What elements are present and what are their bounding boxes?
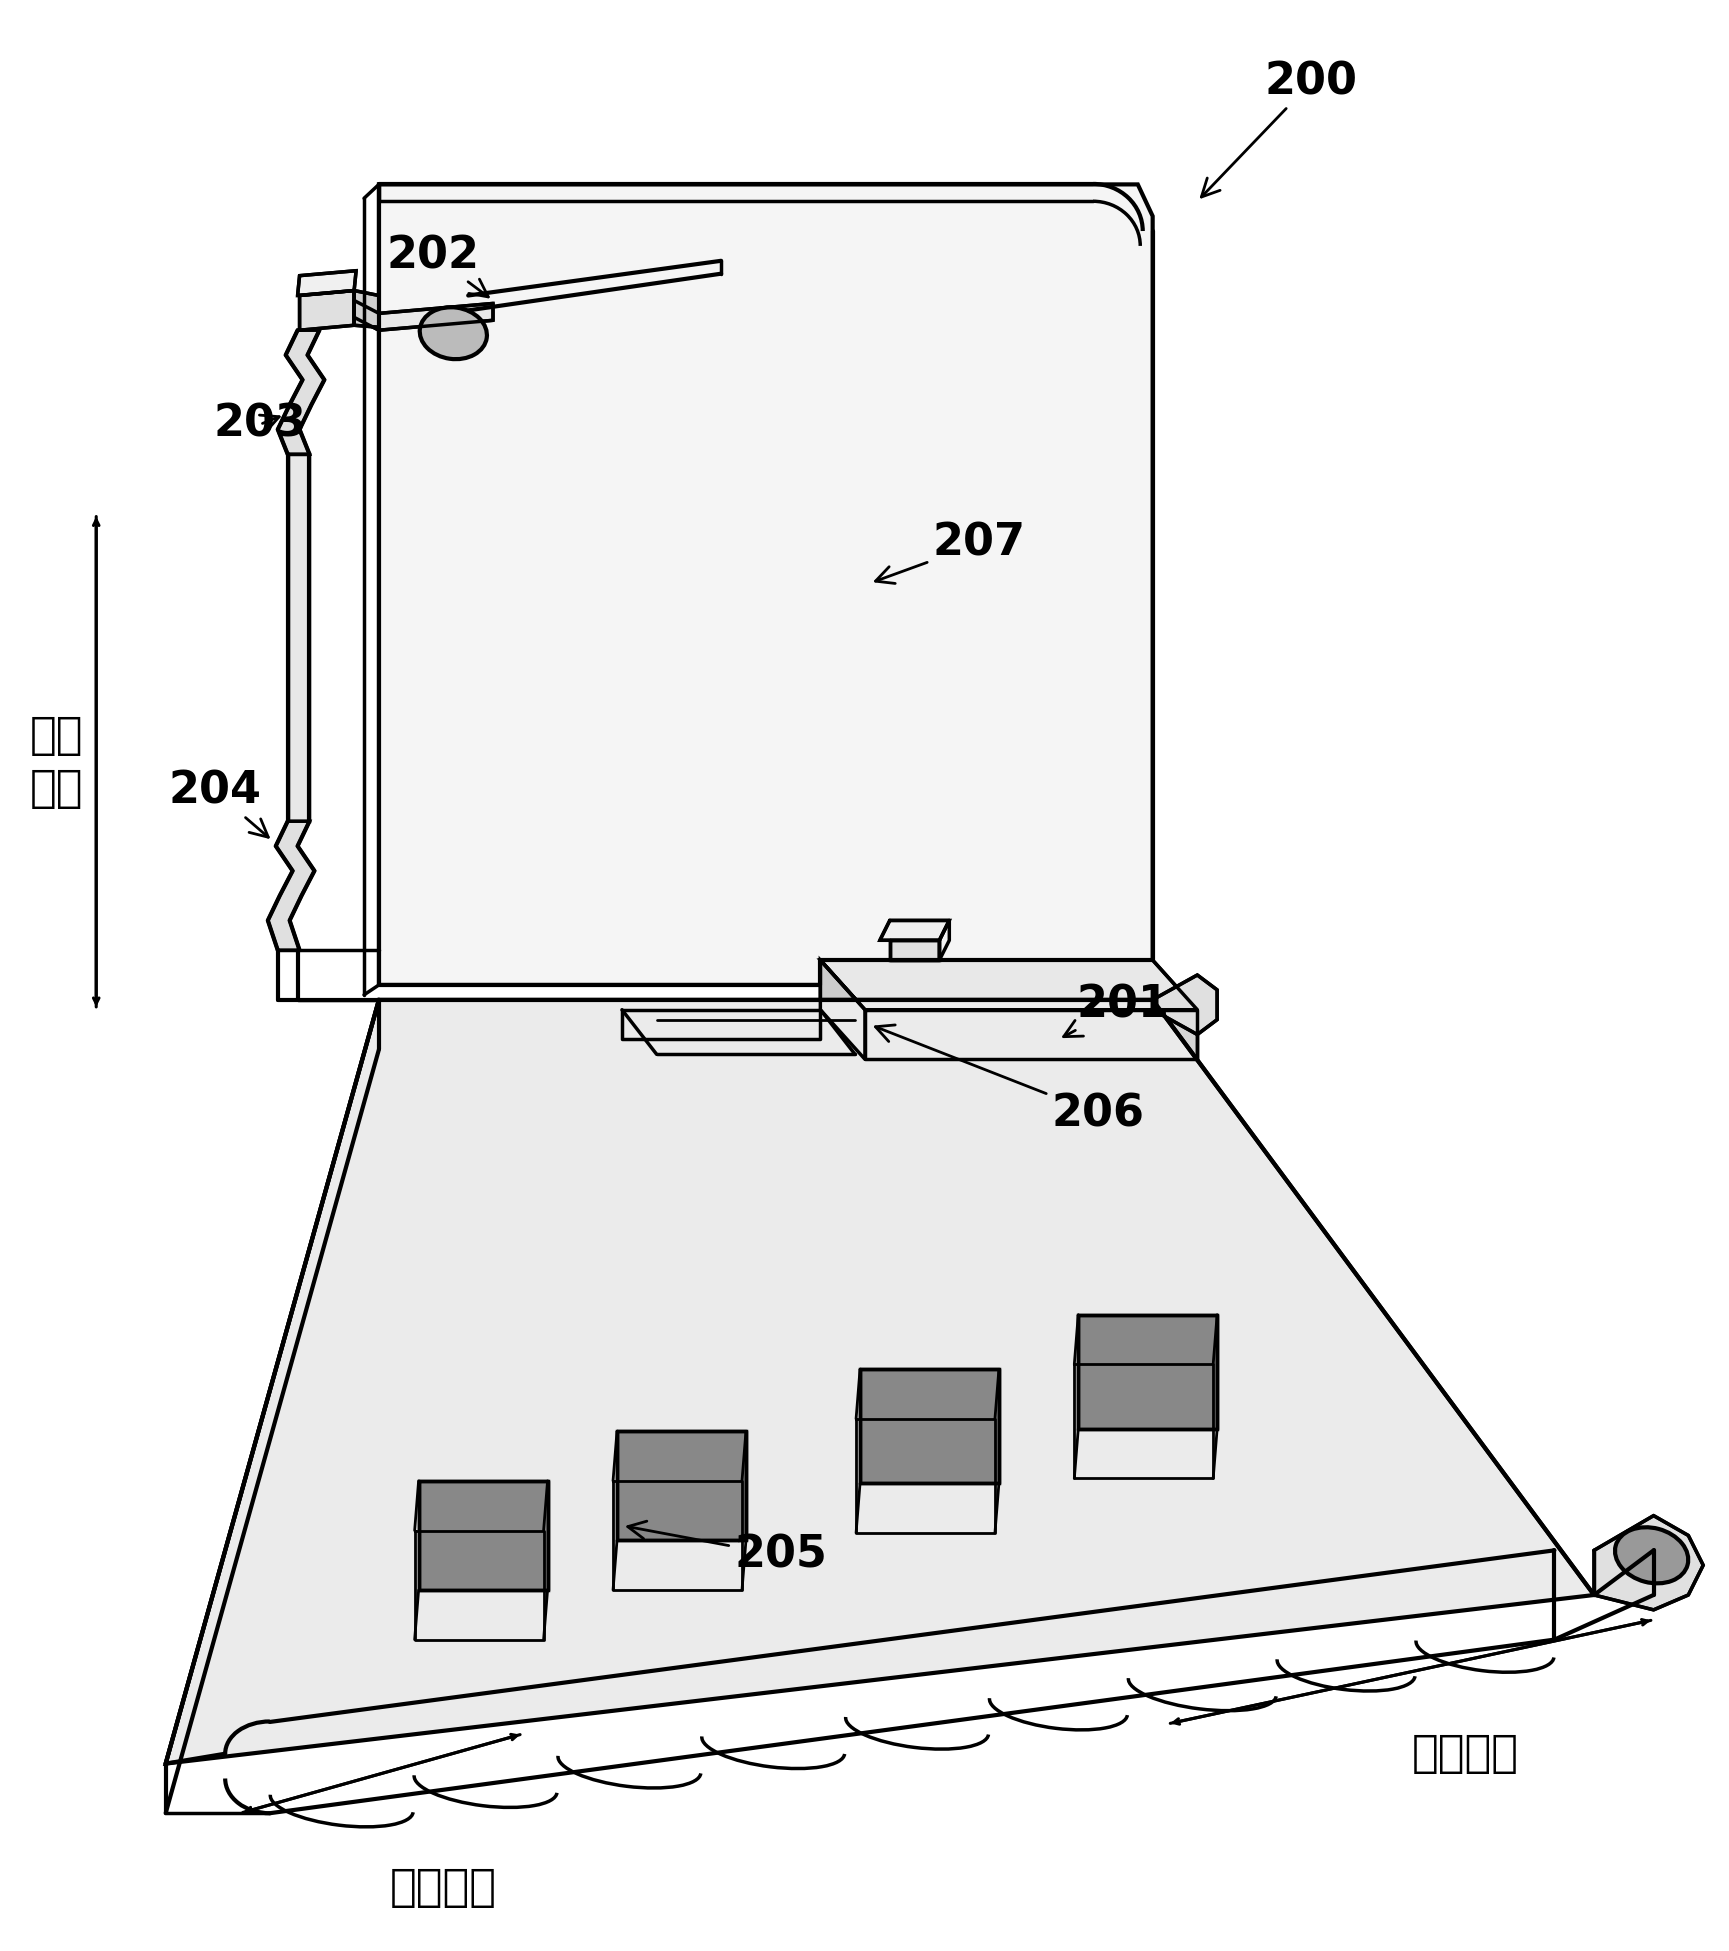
- Text: 206: 206: [875, 1024, 1145, 1135]
- Polygon shape: [354, 300, 379, 330]
- Polygon shape: [1153, 976, 1217, 1034]
- Polygon shape: [278, 330, 325, 455]
- Text: 203: 203: [213, 404, 306, 447]
- Text: 宽度
方向: 宽度 方向: [29, 714, 83, 810]
- Polygon shape: [418, 1481, 548, 1590]
- Polygon shape: [166, 999, 1594, 1764]
- Polygon shape: [1079, 1315, 1217, 1428]
- Polygon shape: [1594, 1516, 1703, 1610]
- Text: 205: 205: [628, 1522, 826, 1576]
- Text: 201: 201: [1063, 983, 1169, 1036]
- Polygon shape: [890, 940, 939, 960]
- Polygon shape: [268, 821, 315, 950]
- Polygon shape: [864, 1011, 1196, 1059]
- Polygon shape: [297, 271, 356, 295]
- Text: 200: 200: [1202, 60, 1357, 197]
- Polygon shape: [820, 960, 864, 1059]
- Polygon shape: [820, 960, 1196, 1011]
- Polygon shape: [354, 291, 379, 328]
- Ellipse shape: [420, 306, 488, 359]
- Polygon shape: [622, 1011, 820, 1040]
- Text: 207: 207: [875, 523, 1025, 583]
- Text: 进深方向: 进深方向: [391, 1865, 496, 1910]
- Polygon shape: [859, 1370, 999, 1483]
- Polygon shape: [617, 1432, 745, 1541]
- Polygon shape: [880, 921, 949, 940]
- Polygon shape: [287, 455, 309, 821]
- Text: 搬运方向: 搬运方向: [1411, 1732, 1518, 1775]
- Text: 204: 204: [169, 771, 268, 837]
- Ellipse shape: [1615, 1528, 1688, 1584]
- Polygon shape: [379, 185, 1153, 985]
- Text: 202: 202: [387, 234, 488, 297]
- Polygon shape: [379, 304, 493, 330]
- Polygon shape: [299, 291, 354, 330]
